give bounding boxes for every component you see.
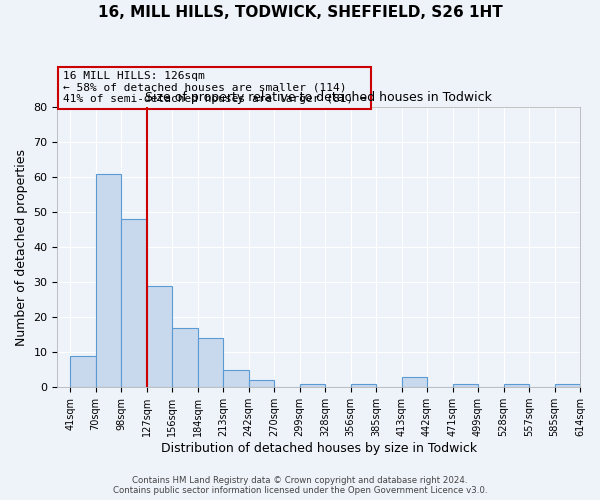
X-axis label: Distribution of detached houses by size in Todwick: Distribution of detached houses by size … [161,442,477,455]
Bar [248,380,274,387]
Text: Contains HM Land Registry data © Crown copyright and database right 2024.
Contai: Contains HM Land Registry data © Crown c… [113,476,487,495]
Bar [121,219,146,387]
Bar [299,384,325,387]
Text: 16, MILL HILLS, TODWICK, SHEFFIELD, S26 1HT: 16, MILL HILLS, TODWICK, SHEFFIELD, S26 … [98,5,502,20]
Bar [172,328,197,387]
Bar [452,384,478,387]
Title: Size of property relative to detached houses in Todwick: Size of property relative to detached ho… [145,92,492,104]
Bar [401,376,427,387]
Bar [95,174,121,387]
Bar [503,384,529,387]
Bar [70,356,95,387]
Y-axis label: Number of detached properties: Number of detached properties [15,148,28,346]
Bar [223,370,248,387]
Bar [554,384,580,387]
Bar [350,384,376,387]
Bar [146,286,172,387]
Text: 16 MILL HILLS: 126sqm
← 58% of detached houses are smaller (114)
41% of semi-det: 16 MILL HILLS: 126sqm ← 58% of detached … [62,71,367,104]
Bar [197,338,223,387]
